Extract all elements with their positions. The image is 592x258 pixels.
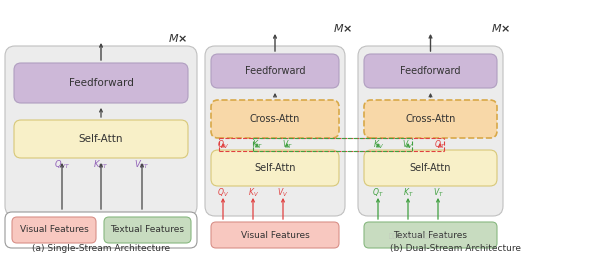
Text: Feedforward: Feedforward bbox=[244, 66, 305, 76]
Text: $Q_{VT}$: $Q_{VT}$ bbox=[54, 159, 70, 171]
Text: Visual Features: Visual Features bbox=[20, 225, 88, 235]
Text: (b) Dual-Stream Architecture: (b) Dual-Stream Architecture bbox=[390, 244, 520, 253]
Text: $M\boldsymbol{\times}$: $M\boldsymbol{\times}$ bbox=[168, 32, 188, 44]
FancyBboxPatch shape bbox=[211, 150, 339, 186]
Text: $Q_T$: $Q_T$ bbox=[434, 139, 446, 151]
Text: $K_V$: $K_V$ bbox=[247, 187, 259, 199]
Text: $V_T$: $V_T$ bbox=[282, 139, 292, 151]
Text: Cross-Attn: Cross-Attn bbox=[250, 114, 300, 124]
Text: $K_{VT}$: $K_{VT}$ bbox=[94, 159, 109, 171]
FancyBboxPatch shape bbox=[14, 120, 188, 158]
Text: Self-Attn: Self-Attn bbox=[79, 134, 123, 144]
Text: $M\boldsymbol{\times}$: $M\boldsymbol{\times}$ bbox=[491, 22, 511, 34]
FancyBboxPatch shape bbox=[14, 63, 188, 103]
FancyBboxPatch shape bbox=[364, 54, 497, 88]
FancyBboxPatch shape bbox=[364, 100, 497, 138]
Text: $K_T$: $K_T$ bbox=[403, 187, 413, 199]
Text: Feedforward: Feedforward bbox=[400, 66, 461, 76]
Text: $V_V$: $V_V$ bbox=[278, 187, 289, 199]
Text: $M\boldsymbol{\times}$: $M\boldsymbol{\times}$ bbox=[333, 22, 353, 34]
Text: $V_T$: $V_T$ bbox=[433, 187, 443, 199]
FancyBboxPatch shape bbox=[5, 212, 197, 248]
Text: $K_V$: $K_V$ bbox=[372, 139, 384, 151]
FancyBboxPatch shape bbox=[104, 217, 191, 243]
FancyBboxPatch shape bbox=[211, 222, 339, 248]
Text: Self-Attn: Self-Attn bbox=[410, 163, 451, 173]
Text: Feedforward: Feedforward bbox=[69, 78, 133, 88]
Text: Cross-Attn: Cross-Attn bbox=[406, 114, 456, 124]
FancyBboxPatch shape bbox=[205, 46, 345, 216]
Text: (a) Single-Stream Architecture: (a) Single-Stream Architecture bbox=[32, 244, 170, 253]
FancyBboxPatch shape bbox=[358, 46, 503, 216]
Text: $Q_T$: $Q_T$ bbox=[372, 187, 384, 199]
Text: Textual Features: Textual Features bbox=[110, 225, 184, 235]
Text: $K_T$: $K_T$ bbox=[252, 139, 262, 151]
Text: Self-Attn: Self-Attn bbox=[254, 163, 296, 173]
FancyBboxPatch shape bbox=[12, 217, 96, 243]
Text: Visual Features: Visual Features bbox=[240, 230, 310, 239]
Text: $Q_V$: $Q_V$ bbox=[217, 139, 229, 151]
Text: $Q_V$: $Q_V$ bbox=[217, 187, 229, 199]
FancyBboxPatch shape bbox=[364, 150, 497, 186]
Text: 知乎 @INDT某某威知2021: 知乎 @INDT某某威知2021 bbox=[389, 233, 451, 239]
FancyBboxPatch shape bbox=[364, 222, 497, 248]
FancyBboxPatch shape bbox=[211, 100, 339, 138]
FancyBboxPatch shape bbox=[5, 46, 197, 216]
Text: Textual Features: Textual Features bbox=[394, 230, 468, 239]
Text: $V_{VT}$: $V_{VT}$ bbox=[134, 159, 150, 171]
FancyBboxPatch shape bbox=[211, 54, 339, 88]
Text: $V_V$: $V_V$ bbox=[403, 139, 414, 151]
